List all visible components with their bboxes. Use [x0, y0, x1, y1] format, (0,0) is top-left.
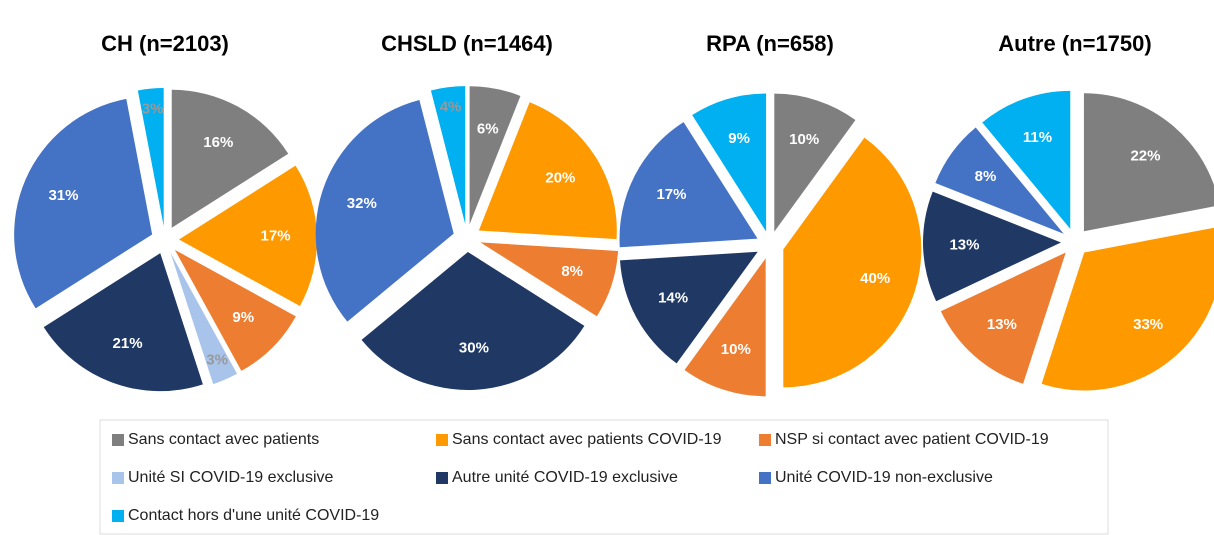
legend-label: Sans contact avec patients COVID-19 [452, 431, 722, 448]
slice-label: 22% [1130, 148, 1160, 165]
legend-swatch [759, 434, 771, 446]
slice-label: 9% [728, 130, 750, 147]
legend-label: NSP si contact avec patient COVID-19 [775, 431, 1049, 448]
legend-swatch [436, 434, 448, 446]
slice-label: 14% [658, 289, 688, 306]
legend-box [99, 419, 1109, 535]
pie-slice [14, 98, 153, 309]
slice-label: 8% [975, 168, 997, 185]
legend-label: Unité SI COVID-19 exclusive [128, 469, 334, 486]
slice-label: 30% [459, 339, 489, 356]
pie-slice [935, 127, 1064, 234]
slice-label: 10% [721, 341, 751, 358]
slice-label: 10% [789, 131, 819, 148]
pie-slice [1083, 93, 1214, 232]
pie-slice [619, 122, 758, 248]
pie-slice [469, 86, 521, 225]
pie-slice [137, 88, 164, 227]
pie-slice [982, 90, 1071, 229]
legend-swatch [112, 434, 124, 446]
pie-slice [620, 251, 758, 364]
pie-slice [170, 252, 238, 385]
slice-label: 9% [232, 309, 254, 326]
slice-label: 3% [206, 351, 228, 368]
pie-slice [430, 86, 466, 225]
pie-slice [783, 137, 922, 388]
legend-swatch [112, 510, 124, 522]
pie-slice [174, 249, 296, 371]
pie-slice [171, 89, 289, 228]
pie-slice [361, 251, 585, 390]
slice-label: 32% [347, 195, 377, 212]
slice-label: 20% [545, 170, 575, 187]
slice-label: 8% [561, 263, 583, 280]
slice-label: 33% [1133, 316, 1163, 333]
legend-label: Autre unité COVID-19 exclusive [452, 469, 678, 486]
pie-slice [480, 242, 619, 317]
slice-label: 16% [203, 134, 233, 151]
pie-slice [1041, 227, 1214, 391]
slice-label: 11% [1023, 129, 1052, 146]
pie-slice [692, 93, 767, 232]
legend-swatch [112, 472, 124, 484]
slice-label: 17% [261, 227, 291, 244]
legend-label: Contact hors d'une unité COVID-19 [128, 507, 379, 524]
pie-slice [940, 252, 1066, 384]
pie-slice [315, 100, 454, 322]
slice-label: 13% [987, 316, 1017, 333]
slice-label: 21% [113, 335, 143, 352]
slice-label: 31% [48, 187, 78, 204]
pie-slice [923, 191, 1062, 302]
chart-title: CHSLD (n=1464) [381, 31, 553, 56]
pie-slice [43, 253, 203, 392]
slice-label: 4% [440, 99, 462, 116]
legend-swatch [436, 472, 448, 484]
pie-slice [178, 165, 317, 307]
chart-title: Autre (n=1750) [998, 31, 1151, 56]
legend-label: Sans contact avec patients [128, 431, 319, 448]
pie-slice [684, 258, 766, 397]
chart-title: RPA (n=658) [706, 31, 834, 56]
slice-label: 3% [142, 100, 164, 117]
legend-swatch [759, 472, 771, 484]
slice-label: 17% [656, 186, 686, 203]
slice-label: 40% [860, 270, 890, 287]
chart-title: CH (n=2103) [101, 31, 229, 56]
pie-slice [774, 93, 856, 232]
slice-label: 13% [949, 236, 979, 253]
legend-label: Unité COVID-19 non-exclusive [775, 469, 993, 486]
pie-slice [478, 102, 617, 240]
slice-label: 6% [477, 120, 499, 137]
